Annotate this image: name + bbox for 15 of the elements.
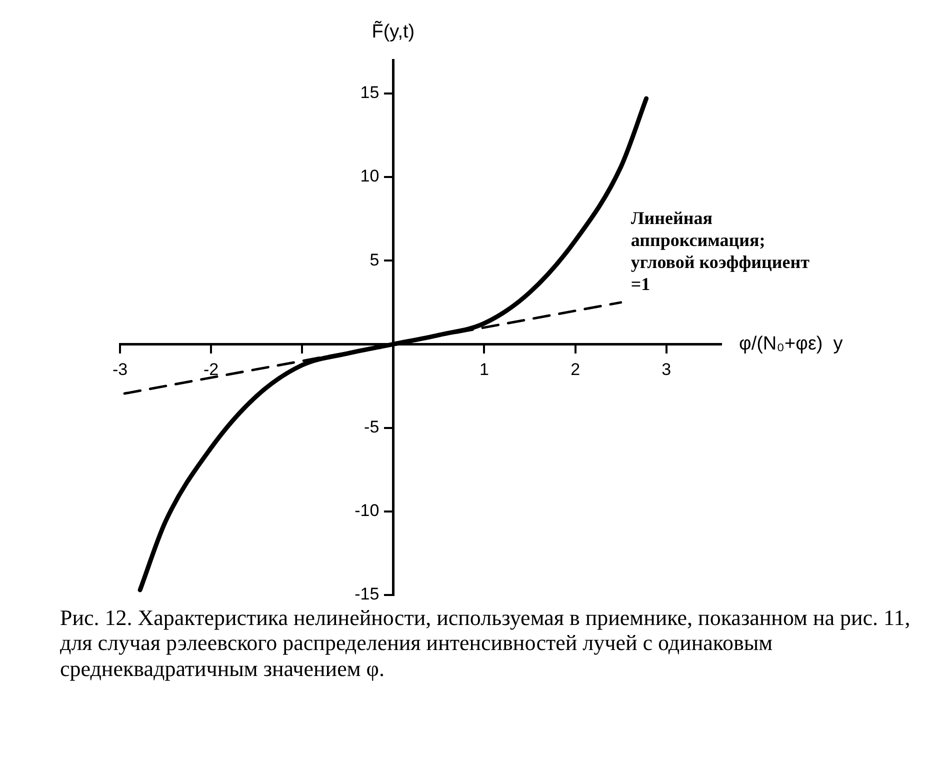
- y-tick-label: 10: [360, 166, 380, 186]
- y-axis-title: F̃(y,t): [372, 20, 415, 43]
- y-tick-label: -5: [364, 418, 380, 436]
- y-tick-label: 5: [370, 250, 380, 270]
- y-tick-label: 15: [360, 83, 380, 102]
- x-tick-label: 3: [662, 360, 672, 380]
- annotation: Линейная аппроксимация; угловой коэффициент =1: [630, 208, 810, 294]
- x-tick-label: -2: [204, 360, 219, 380]
- text: Рис. 12. Характеристика нелинейности, используемая в приемнике, показанном на рис. 11, для случая рэлеевского распределения интенсивностей лучей с одинаковым среднеквадратичным значением φ.: [60, 605, 911, 681]
- y-tick-label: -15: [354, 584, 380, 604]
- x-tick-label: -3: [112, 360, 128, 380]
- y-tick-label: -10: [354, 501, 380, 520]
- x-axis-title: φ/(N₀+φε) y: [739, 333, 844, 354]
- x-tick-label: 2: [570, 360, 580, 380]
- x-tick-label: 1: [480, 360, 489, 380]
